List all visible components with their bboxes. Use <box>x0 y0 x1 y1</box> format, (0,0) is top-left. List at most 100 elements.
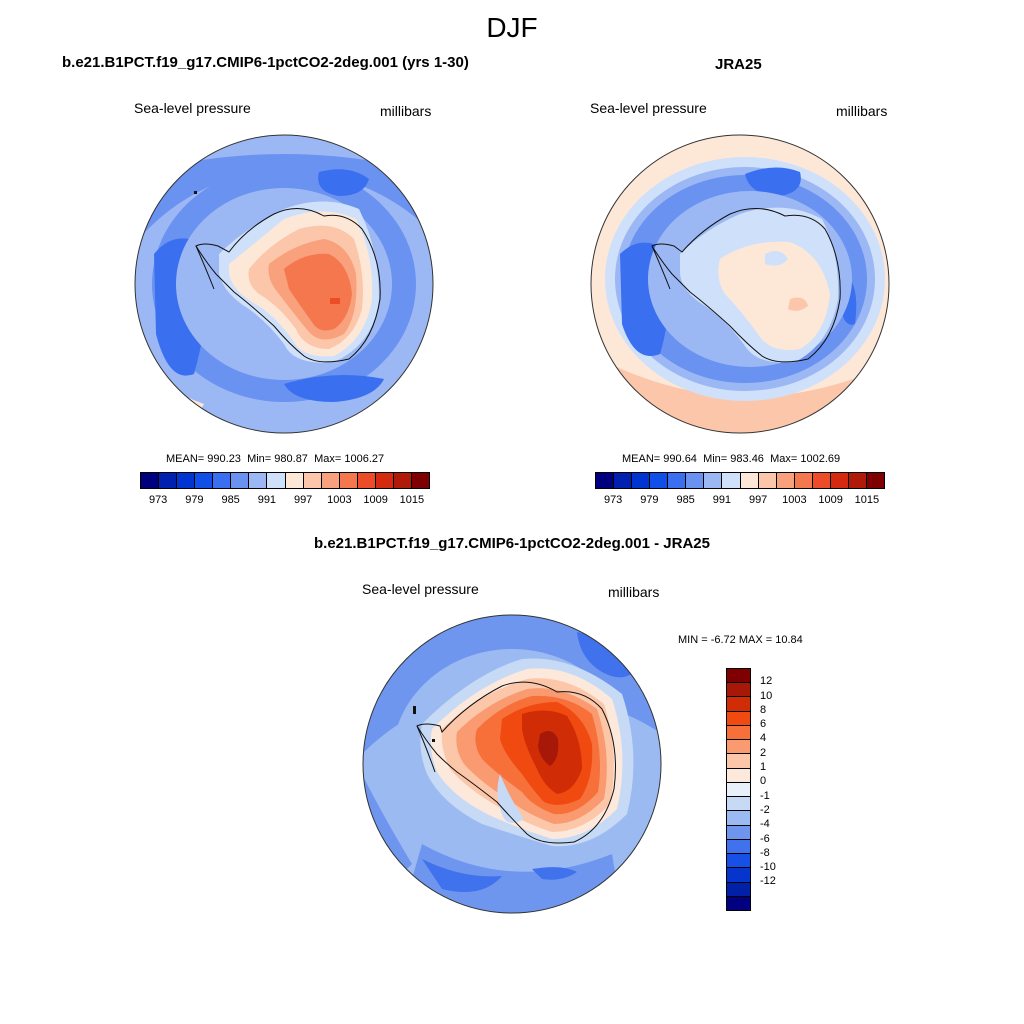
model-colorbar-tick-label: 979 <box>185 494 204 506</box>
obs-min-value: 983.46 <box>730 453 764 465</box>
obs-colorbar <box>595 472 885 489</box>
diff-colorbar-tick-label: 8 <box>760 703 767 716</box>
obs-colorbar-tick-label: 973 <box>603 494 623 506</box>
model-colorbar-tick-label: 985 <box>221 494 240 506</box>
model-colorbar-swatch <box>393 473 412 488</box>
obs-colorbar-swatch <box>794 473 813 488</box>
model-units-label: millibars <box>380 103 432 119</box>
model-colorbar-swatch <box>213 473 232 488</box>
model-colorbar-tick-label: 1009 <box>363 494 388 506</box>
model-colorbar-swatch <box>411 473 429 488</box>
diff-colorbar-tick-label: 2 <box>760 746 767 759</box>
diff-min-label: MIN = <box>678 634 708 646</box>
diff-colorbar-tick-label: 6 <box>760 718 767 731</box>
diff-units-label: millibars <box>608 584 660 600</box>
model-colorbar-swatch <box>249 473 268 488</box>
season-title: DJF <box>486 12 538 43</box>
diff-colorbar-swatch <box>727 882 750 897</box>
diff-colorbar-swatch <box>727 782 750 798</box>
diff-colorbar-tick-label: 10 <box>760 689 773 702</box>
diff-colorbar-tick-label: -4 <box>760 818 770 831</box>
obs-colorbar-tick-label: 979 <box>640 494 659 506</box>
obs-colorbar-tick-label: 991 <box>712 494 732 506</box>
diff-panel-title: b.e21.B1PCT.f19_g17.CMIP6-1pctCO2-2deg.0… <box>314 535 710 552</box>
model-colorbar-swatch <box>285 473 304 488</box>
diff-colorbar-swatch <box>727 725 750 741</box>
diff-colorbar-tick-label: -10 <box>760 861 776 874</box>
obs-colorbar-swatch <box>686 473 705 488</box>
diff-max-value: 10.84 <box>775 634 803 646</box>
diff-colorbar-swatch <box>727 854 750 869</box>
obs-variable-label: Sea-level pressure <box>590 100 707 116</box>
diff-colorbar-swatch <box>727 825 750 840</box>
obs-colorbar-tick-label: 1009 <box>818 494 843 506</box>
model-colorbar-swatch <box>195 473 214 488</box>
model-colorbar-swatch <box>357 473 376 488</box>
model-colorbar <box>140 472 430 489</box>
model-variable-label: Sea-level pressure <box>134 100 251 116</box>
obs-mean-label: MEAN= <box>622 453 661 465</box>
diff-colorbar-swatch <box>727 697 750 712</box>
obs-min-label: Min= <box>703 453 728 465</box>
obs-colorbar-swatch <box>866 473 884 488</box>
model-max-value: 1006.27 <box>344 453 385 465</box>
diff-min-value: -6.72 <box>710 634 736 646</box>
diff-colorbar-tick-label: -2 <box>760 803 770 816</box>
obs-colorbar-swatch <box>758 473 777 488</box>
model-colorbar-tick-label: 997 <box>293 494 313 506</box>
diff-colorbar-tick-label: -6 <box>760 832 770 845</box>
model-panel-title: b.e21.B1PCT.f19_g17.CMIP6-1pctCO2-2deg.0… <box>62 54 469 71</box>
obs-colorbar-swatch <box>632 473 651 488</box>
obs-colorbar-swatch <box>776 473 795 488</box>
model-colorbar-swatch <box>267 473 286 488</box>
diff-colorbar-tick-label: -8 <box>760 846 770 859</box>
model-max-label: Max= <box>314 453 342 465</box>
obs-colorbar-tick-label: 1003 <box>782 494 807 506</box>
model-min-label: Min= <box>247 453 272 465</box>
diff-colorbar <box>726 668 751 911</box>
diff-colorbar-tick-label: 4 <box>760 732 767 745</box>
diff-max-label: MAX = <box>738 634 773 646</box>
model-min-value: 980.87 <box>274 453 308 465</box>
model-colorbar-swatch <box>159 473 178 488</box>
diff-stats: MIN = -6.72 MAX = 10.84 <box>678 634 803 646</box>
model-colorbar-swatch <box>321 473 340 488</box>
model-mean-label: MEAN= <box>166 453 205 465</box>
diff-colorbar-swatch <box>727 839 750 855</box>
obs-colorbar-swatch <box>812 473 831 488</box>
obs-colorbar-swatch <box>704 473 723 488</box>
obs-max-value: 1002.69 <box>800 453 841 465</box>
obs-colorbar-swatch <box>596 473 615 488</box>
obs-colorbar-swatch <box>740 473 759 488</box>
diff-colorbar-tick-label: 12 <box>760 675 773 688</box>
diff-colorbar-swatch <box>727 754 750 769</box>
model-stats: MEAN= 990.23 Min= 980.87 Max= 1006.27 <box>166 453 384 465</box>
diff-colorbar-swatch <box>727 683 750 698</box>
obs-slp-map <box>590 134 890 434</box>
diff-colorbar-swatch <box>727 797 750 812</box>
diff-colorbar-swatch <box>727 711 750 726</box>
obs-panel-title: JRA25 <box>715 56 762 73</box>
diff-colorbar-swatch <box>727 669 750 684</box>
diff-colorbar-tick-label: 1 <box>760 761 767 774</box>
obs-colorbar-tick-label: 985 <box>676 494 695 506</box>
model-colorbar-tick-label: 973 <box>148 494 168 506</box>
diff-colorbar-tick-label: 0 <box>760 775 767 788</box>
obs-colorbar-swatch <box>848 473 867 488</box>
obs-colorbar-swatch <box>830 473 849 488</box>
diff-colorbar-swatch <box>727 896 750 910</box>
obs-colorbar-swatch <box>650 473 669 488</box>
diff-colorbar-tick-label: -1 <box>760 789 770 802</box>
diff-colorbar-swatch <box>727 768 750 783</box>
diff-slp-map <box>362 614 662 914</box>
diff-variable-label: Sea-level pressure <box>362 581 479 597</box>
model-colorbar-swatch <box>303 473 322 488</box>
model-colorbar-tick-label: 1015 <box>399 494 425 506</box>
model-mean-value: 990.23 <box>207 453 241 465</box>
obs-colorbar-swatch <box>668 473 687 488</box>
obs-units-label: millibars <box>836 103 888 119</box>
model-colorbar-swatch <box>339 473 358 488</box>
model-colorbar-tick-label: 1003 <box>327 494 352 506</box>
obs-stats: MEAN= 990.64 Min= 983.46 Max= 1002.69 <box>622 453 840 465</box>
model-slp-map <box>134 134 434 434</box>
